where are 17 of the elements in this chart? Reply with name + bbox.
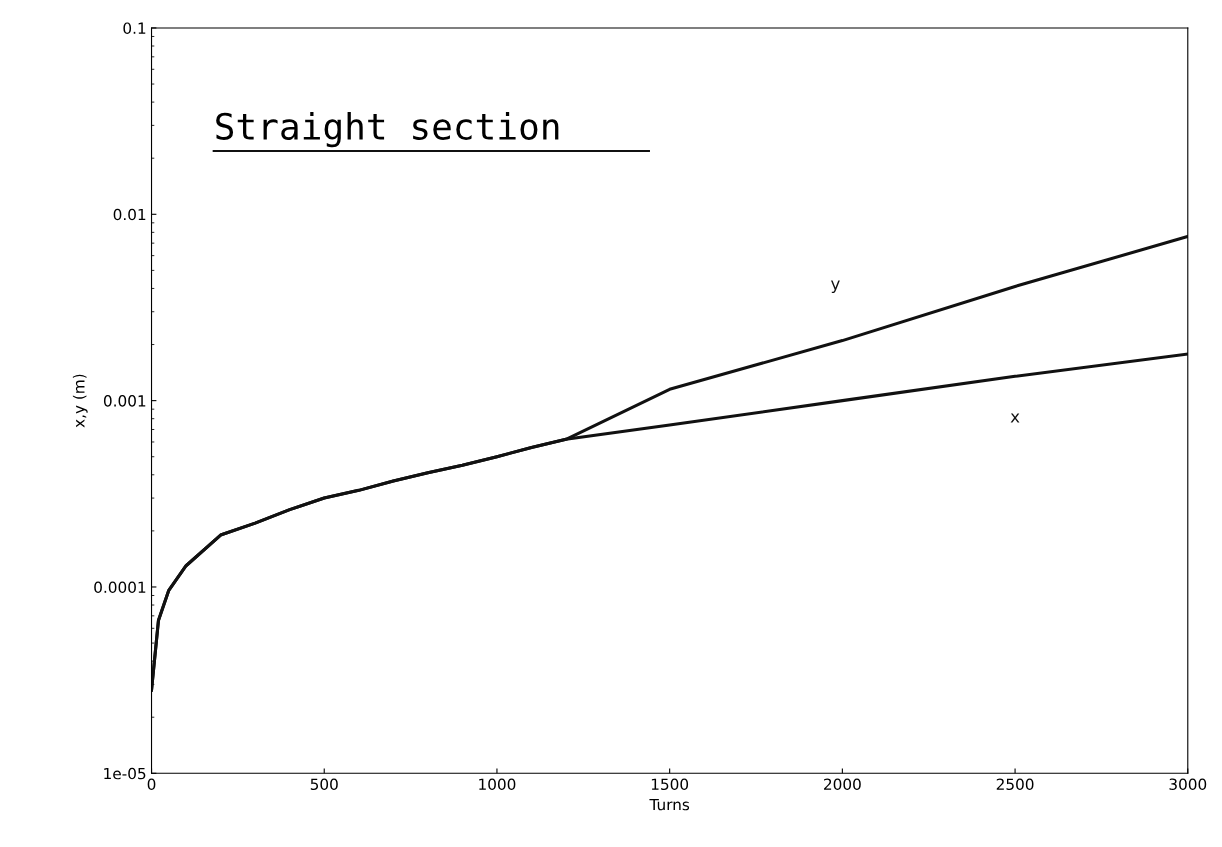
x-tick-label: 2000 <box>824 778 861 790</box>
x-tick-label: 3000 <box>1169 778 1207 790</box>
x-tick-label: 500 <box>310 778 338 790</box>
y-tick-label: 0.1 <box>123 22 146 34</box>
x-tick-label: 1000 <box>479 778 516 790</box>
text: x <box>1010 413 1020 423</box>
y-tick-label: 0.01 <box>113 208 146 221</box>
y-tick-label: 1e-05 <box>104 767 146 780</box>
x-tick-label: 2500 <box>996 778 1034 790</box>
y-axis-title: x,y (m) <box>72 374 88 428</box>
x-axis-title: Turns <box>649 798 690 811</box>
annotation: Straight section <box>216 112 559 148</box>
y-tick-label: 0.0001 <box>94 581 146 593</box>
y-tick-label: 0.001 <box>103 395 146 407</box>
x-tick-label: 0 <box>147 778 156 790</box>
x-tick-label: 1500 <box>651 778 689 790</box>
text: y <box>830 280 840 294</box>
